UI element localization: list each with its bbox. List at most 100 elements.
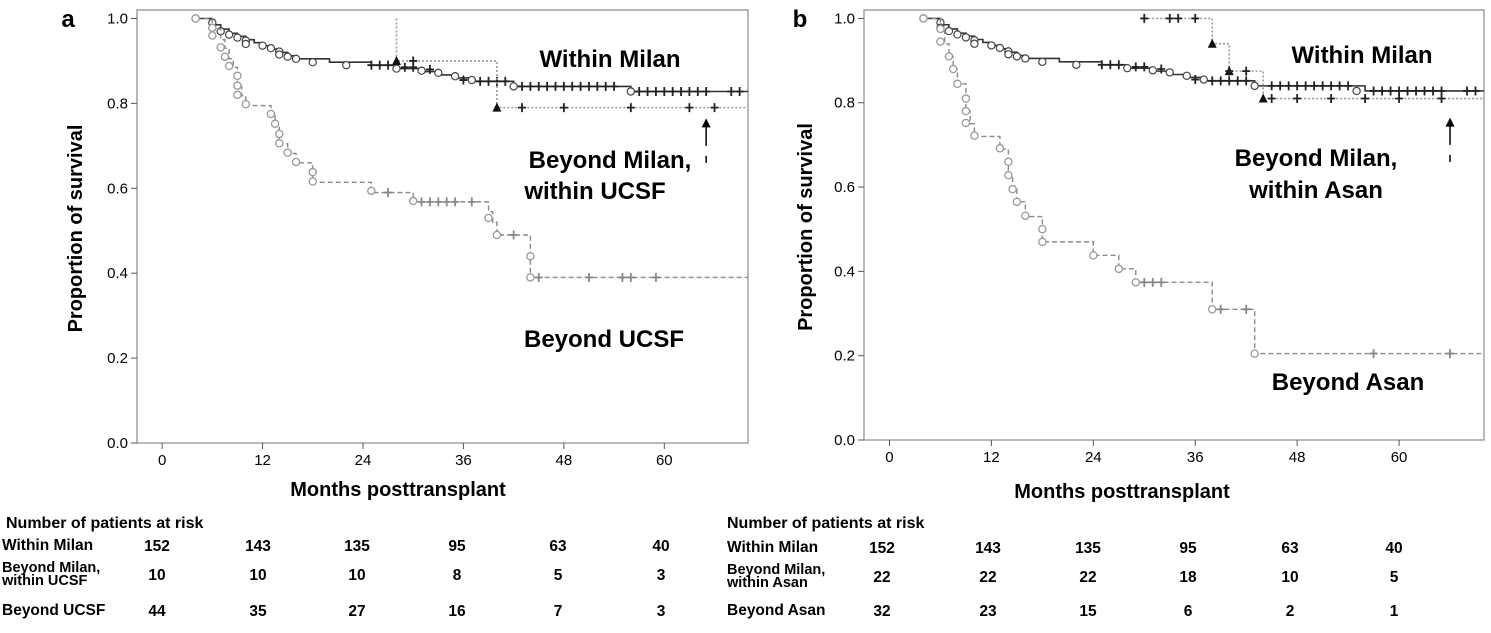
event-marker <box>270 119 280 129</box>
risk-count: 18 <box>1179 569 1197 586</box>
event-marker <box>1123 63 1132 73</box>
censor-mark <box>668 87 677 97</box>
x-tick-label: 24 <box>1085 449 1102 466</box>
series-annotation: Beyond Milan, <box>529 147 692 174</box>
series-annotation: Within Milan <box>1291 42 1432 69</box>
series-1 <box>1140 13 1484 104</box>
event-marker <box>1021 54 1030 63</box>
censor-mark <box>677 87 686 97</box>
risk-count: 63 <box>1281 540 1299 557</box>
risk-count: 27 <box>348 603 366 620</box>
censor-mark <box>1276 81 1285 91</box>
event-marker <box>367 186 376 196</box>
event-marker <box>258 41 267 50</box>
risk-count: 143 <box>975 540 1001 557</box>
event-marker <box>291 54 301 64</box>
censor-mark <box>1327 81 1336 91</box>
censor-mark <box>484 76 493 86</box>
censor-mark <box>1446 349 1455 359</box>
event-marker <box>283 148 292 157</box>
censor-mark <box>593 81 602 91</box>
series-annotation: within Asan <box>1248 177 1383 204</box>
series-annotation: Within Milan <box>539 46 680 73</box>
censor-mark <box>534 81 543 91</box>
event-marker <box>936 37 945 46</box>
panel-b-chart: b 0.0 0.2 0.4 0.6 0.8 1.0 0 12 24 36 48 60 Months pos… <box>793 6 1485 503</box>
x-tick-label: 48 <box>556 452 573 469</box>
y-tick-label: 1.0 <box>107 10 128 27</box>
risk-count: 8 <box>452 567 462 584</box>
censor-mark <box>526 81 535 91</box>
risk-table-title: Number of patients at risk <box>727 515 925 532</box>
panel-label: b <box>793 6 808 33</box>
event-marker <box>970 39 979 48</box>
event-marker <box>509 82 518 91</box>
censor-mark <box>451 197 460 207</box>
censor-mark <box>551 81 560 91</box>
event-marker <box>1114 264 1124 274</box>
event-marker <box>953 30 962 39</box>
censor-mark <box>1157 277 1166 287</box>
censor-mark <box>1174 13 1183 23</box>
risk-count: 23 <box>979 603 997 620</box>
risk-count: 15 <box>1079 603 1097 620</box>
censor-mark <box>651 87 660 97</box>
risk-row-label: within Asan <box>727 575 808 591</box>
x-tick-label: 24 <box>355 452 372 469</box>
y-tick-label: 0.6 <box>834 179 855 196</box>
censor-mark <box>660 87 669 97</box>
event-marker <box>1012 52 1022 61</box>
censor-mark <box>1140 62 1149 72</box>
event-marker <box>1038 237 1047 247</box>
censor-mark <box>1463 86 1472 96</box>
event-marker <box>241 99 251 109</box>
censor-mark <box>1208 76 1217 86</box>
censor-mark <box>1114 60 1123 70</box>
censor-mark <box>1131 62 1140 72</box>
event-marker <box>1207 38 1217 48</box>
arrow-head <box>701 118 711 128</box>
event-marker <box>266 44 276 53</box>
censor-mark <box>693 87 702 97</box>
censor-mark <box>1361 94 1370 104</box>
event-marker <box>961 33 971 42</box>
censor-mark <box>1310 81 1319 91</box>
risk-count: 135 <box>1075 540 1101 557</box>
risk-count: 135 <box>344 538 370 555</box>
event-marker <box>970 131 979 140</box>
event-marker <box>308 177 318 186</box>
risk-row-label: Beyond Milan, <box>2 560 101 576</box>
censor-mark <box>534 272 543 282</box>
censor-mark <box>459 75 468 85</box>
censor-mark <box>367 60 376 70</box>
panel-a-chart: a 0.0 0.2 0.4 0.6 0.8 1.0 0 12 24 36 48 60 Months pos… <box>61 6 749 501</box>
risk-table-title: Number of patients at risk <box>6 515 204 532</box>
x-tick-label: 48 <box>1289 449 1306 466</box>
x-axis-label: Months posttransplant <box>290 479 506 501</box>
risk-row-label: Within Milan <box>727 539 819 556</box>
risk-count: 3 <box>656 567 666 584</box>
censor-mark <box>384 60 393 70</box>
censor-mark <box>409 56 418 66</box>
censor-mark <box>434 197 443 207</box>
y-tick-label: 0.4 <box>107 265 128 282</box>
event-marker <box>1038 224 1047 234</box>
censor-mark <box>610 81 619 91</box>
censor-mark <box>1267 94 1276 104</box>
event-marker <box>1038 57 1047 67</box>
series-2 <box>919 14 1484 359</box>
censor-mark <box>442 197 451 207</box>
event-marker <box>936 24 945 34</box>
risk-row-label: Beyond UCSF <box>2 602 106 619</box>
censor-mark <box>584 272 593 282</box>
event-marker <box>961 94 971 103</box>
censor-mark <box>702 87 711 97</box>
event-marker <box>408 196 418 206</box>
event-marker <box>484 213 493 223</box>
event-marker <box>1165 68 1174 77</box>
event-marker <box>1089 251 1098 260</box>
censor-mark <box>1293 81 1302 91</box>
censor-mark <box>476 76 485 86</box>
censor-mark <box>727 87 736 97</box>
event-marker <box>208 31 217 40</box>
